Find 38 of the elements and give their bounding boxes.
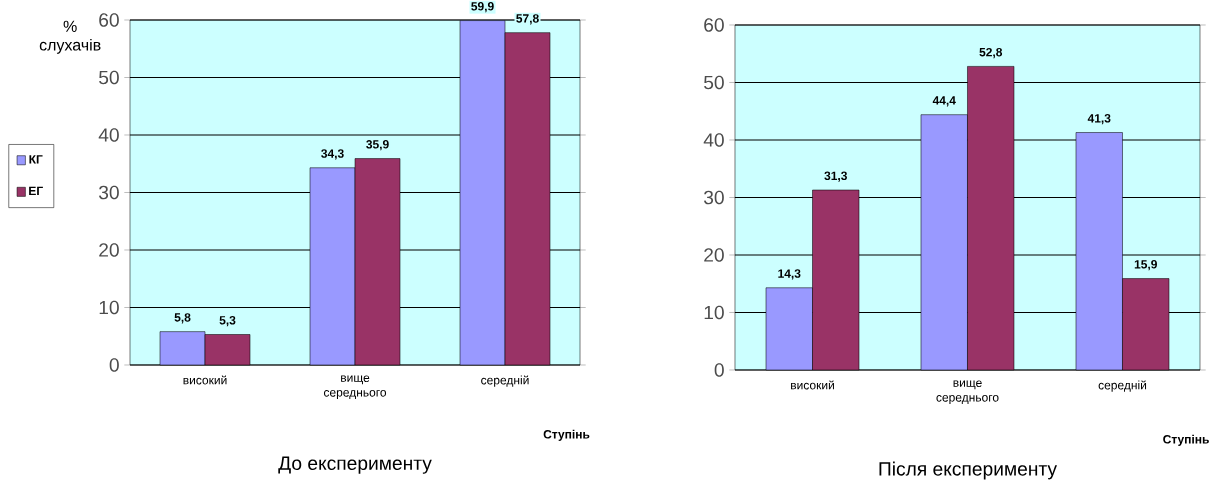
data-label: 31,3 — [824, 171, 847, 182]
x-tick-label: високий — [791, 380, 834, 390]
y-tick-label: 10 — [704, 305, 724, 320]
x-axis-title: Ступінь — [543, 429, 590, 441]
data-label: 52,8 — [979, 47, 1003, 59]
data-label: 35,9 — [366, 140, 389, 151]
y-tick-label: 0 — [714, 363, 724, 377]
y-tick-label: 20 — [99, 243, 119, 257]
y-tick-label: 30 — [703, 190, 724, 205]
y-tick-label: 0 — [109, 358, 119, 372]
data-label: 34,3 — [321, 149, 344, 160]
data-label: 59,9 — [471, 2, 494, 13]
y-tick-label: 10 — [99, 300, 119, 315]
x-axis-title: Ступінь — [1163, 434, 1209, 446]
data-label: 57,8 — [516, 14, 539, 25]
x-tick-label: вище середнього — [936, 380, 999, 404]
data-label: 44,4 — [932, 96, 956, 107]
data-label: 5,3 — [219, 316, 236, 327]
x-tick-label: високий — [183, 375, 227, 385]
x-tick-label: середній — [481, 375, 529, 387]
x-tick-label: середній — [1098, 380, 1147, 392]
data-label: 41,3 — [1087, 114, 1111, 125]
y-tick-label: 40 — [703, 133, 724, 147]
legend-label: ЕГ — [29, 186, 43, 195]
y-tick-label: 40 — [98, 128, 119, 142]
data-label: 14,3 — [778, 269, 801, 280]
y-tick-label: 60 — [704, 18, 724, 32]
legend-label: КГ — [29, 155, 43, 164]
data-label: 15,9 — [1134, 260, 1157, 271]
data-label: 5,8 — [174, 313, 191, 324]
x-tick-label: вище середнього — [323, 375, 387, 399]
y-tick-label: 20 — [704, 248, 724, 262]
text: Після експерименту — [879, 461, 1057, 480]
y-tick-label: 30 — [98, 185, 119, 200]
text: До експерименту — [278, 456, 432, 474]
y-tick-label: 50 — [704, 75, 724, 90]
y-tick-label: 50 — [99, 70, 119, 85]
y-tick-label: 60 — [99, 13, 119, 27]
